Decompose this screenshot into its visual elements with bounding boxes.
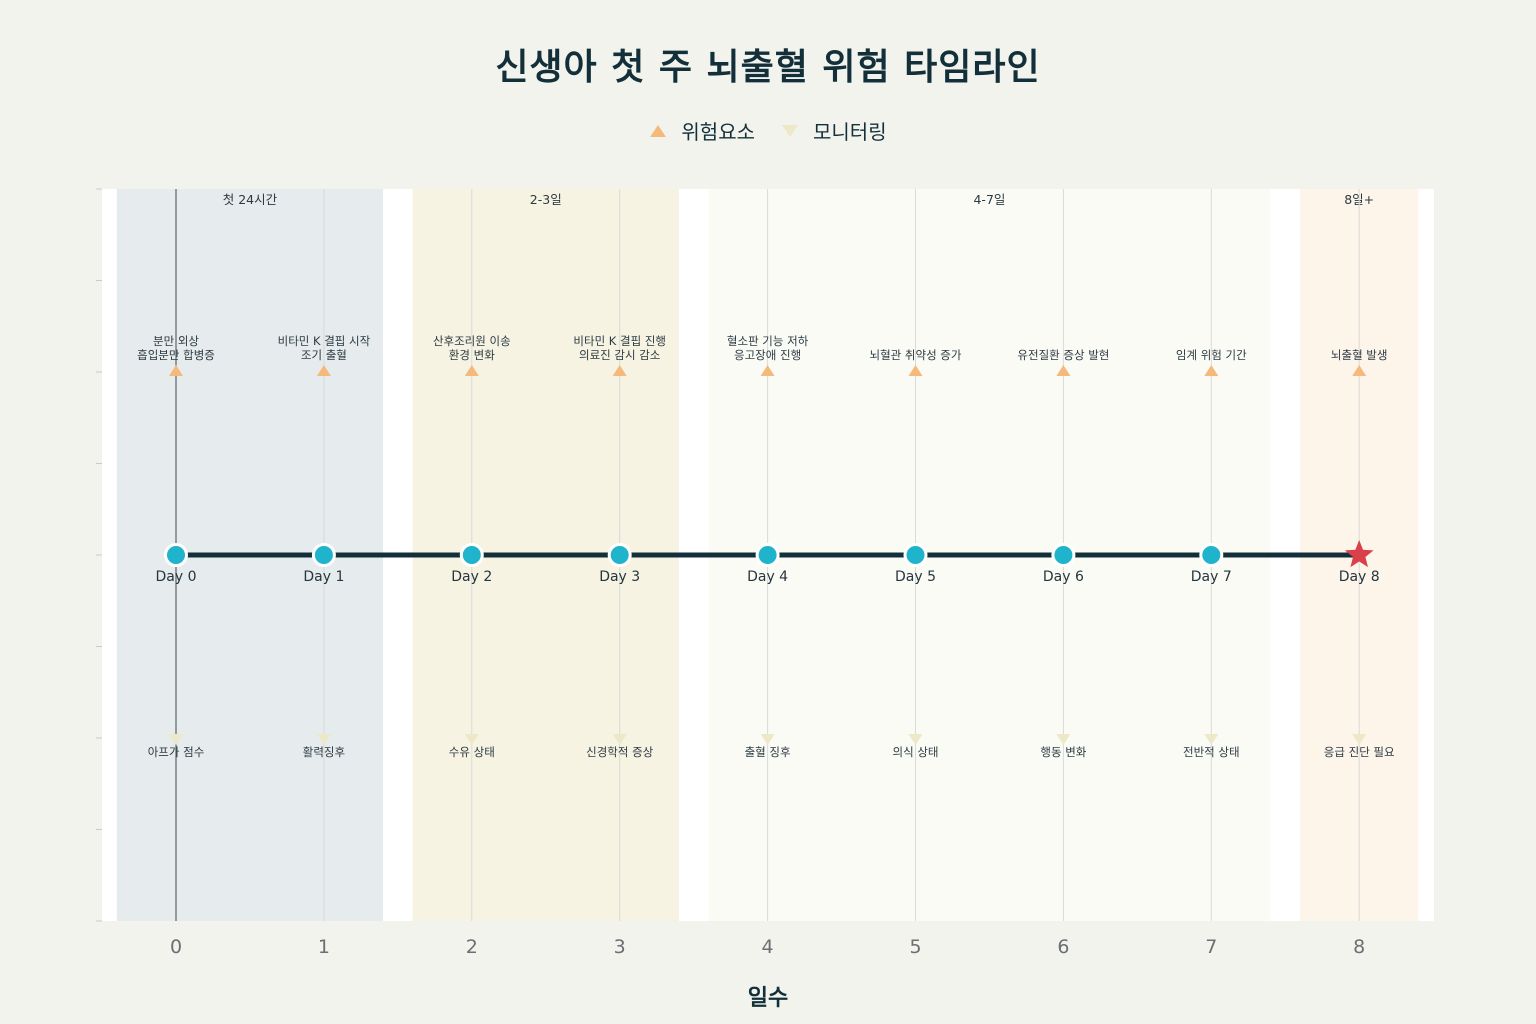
monitor-marker: [612, 734, 627, 745]
risk-label: 조기 출혈: [301, 348, 347, 362]
x-tick-label: 1: [318, 936, 330, 958]
triangle-up-icon: [650, 124, 667, 137]
legend-label-risk: 위험요소: [681, 120, 755, 144]
legend: 위험요소 모니터링: [0, 116, 1536, 145]
phase-label: 첫 24시간: [223, 192, 278, 207]
risk-label: 뇌혈관 취약성 증가: [870, 348, 962, 362]
monitor-label: 활력징후: [303, 745, 345, 759]
risk-marker: [760, 365, 775, 376]
risk-label: 임계 위험 기간: [1176, 348, 1247, 362]
day-label: Day 2: [451, 569, 492, 585]
day-label: Day 8: [1339, 569, 1380, 585]
risk-marker: [169, 365, 183, 376]
monitor-label: 행동 변화: [1040, 745, 1086, 759]
monitor-label: 수유 상태: [449, 745, 495, 759]
monitor-marker: [1352, 734, 1367, 745]
risk-marker: [1352, 365, 1367, 376]
monitor-marker: [1056, 734, 1071, 745]
phase-label: 4-7일: [973, 192, 1005, 207]
monitor-label: 의식 상태: [893, 745, 939, 759]
risk-label: 산후조리원 이송: [433, 334, 511, 348]
x-tick-label: 7: [1205, 936, 1217, 958]
timeline-point: [311, 543, 336, 567]
risk-label: 환경 변화: [449, 348, 495, 362]
timeline-point: [1051, 543, 1076, 567]
x-tick-label: 2: [466, 936, 478, 958]
risk-marker: [612, 365, 627, 376]
x-tick-label: 4: [762, 936, 774, 958]
day-label: Day 6: [1043, 569, 1084, 585]
x-axis-label: 일수: [748, 986, 788, 1011]
risk-marker: [908, 365, 923, 376]
risk-label: 응고장애 진행: [734, 348, 801, 362]
x-tick-label: 0: [170, 936, 182, 958]
monitor-marker: [169, 734, 183, 745]
risk-label: 흡입분만 합병증: [137, 348, 215, 362]
risk-label: 뇌출혈 발생: [1331, 348, 1388, 362]
day-label: Day 5: [895, 569, 936, 585]
monitor-label: 응급 진단 필요: [1324, 745, 1395, 759]
monitor-label: 출혈 징후: [745, 745, 791, 759]
risk-marker: [1204, 365, 1219, 376]
timeline-point: [1199, 543, 1224, 567]
phase-label: 2-3일: [530, 192, 562, 207]
star-point: [1344, 540, 1374, 568]
day-label: Day 0: [155, 569, 196, 585]
timeline-point: [755, 543, 780, 567]
monitor-label: 신경학적 증상: [586, 745, 654, 759]
monitor-marker: [1204, 734, 1219, 745]
risk-label: 유전질환 증상 발현: [1017, 348, 1109, 362]
risk-label: 분만 외상: [153, 334, 199, 348]
timeline-point: [459, 543, 484, 567]
risk-marker: [464, 365, 479, 376]
timeline-point: [164, 543, 188, 567]
risk-label: 비타민 K 결핍 시작: [278, 334, 371, 348]
risk-label: 비타민 K 결핍 진행: [573, 334, 666, 348]
legend-item-risk[interactable]: 위험요소: [649, 116, 755, 145]
day-label: Day 1: [303, 569, 344, 585]
x-tick-label: 5: [909, 936, 921, 958]
day-label: Day 7: [1191, 569, 1232, 585]
risk-marker: [1056, 365, 1071, 376]
legend-label-monitor: 모니터링: [813, 120, 887, 144]
chart-title: 신생아 첫 주 뇌출혈 위험 타임라인: [495, 47, 1041, 88]
monitor-marker: [316, 734, 331, 745]
monitor-label: 전반적 상태: [1183, 745, 1240, 759]
risk-label: 혈소판 기능 저하: [727, 334, 809, 348]
monitor-marker: [908, 734, 923, 745]
day-label: Day 3: [599, 569, 640, 585]
risk-label: 의료진 감시 감소: [579, 348, 660, 362]
x-tick-label: 3: [614, 936, 626, 958]
x-tick-label: 6: [1057, 936, 1069, 958]
monitor-label: 아프가 점수: [148, 745, 205, 759]
day-label: Day 4: [747, 569, 788, 585]
triangle-down-icon: [782, 124, 798, 137]
timeline-point: [607, 543, 632, 567]
x-tick-label: 8: [1353, 936, 1365, 958]
legend-item-monitor[interactable]: 모니터링: [781, 116, 887, 145]
monitor-marker: [464, 734, 479, 745]
timeline-point: [903, 543, 928, 567]
monitor-marker: [760, 734, 775, 745]
risk-marker: [316, 365, 331, 376]
